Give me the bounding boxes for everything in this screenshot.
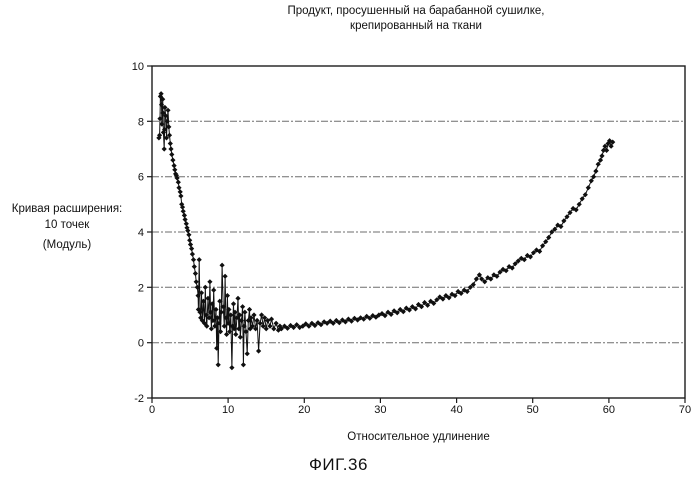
data-markers <box>156 91 616 371</box>
y-tick-label: 0 <box>138 338 144 350</box>
x-tick-label: 30 <box>374 404 386 416</box>
y-tick-label: -2 <box>134 393 144 405</box>
x-axis-ticks: 0 10 20 30 40 50 60 70 <box>149 398 691 416</box>
y-axis-label-line3: (Модуль) <box>42 239 92 251</box>
y-axis-label: Кривая расширения: 10 точек (Модуль) <box>0 201 134 253</box>
x-tick-label: 70 <box>679 404 691 416</box>
x-tick-label: 60 <box>603 404 615 416</box>
chart-title: Продукт, просушенный на барабанной сушил… <box>133 4 699 34</box>
x-axis-label: Относительное удлинение <box>347 431 490 443</box>
data-line <box>158 93 614 368</box>
y-axis-ticks: 10 8 6 4 2 0 -2 <box>132 61 152 405</box>
x-tick-label: 40 <box>450 404 462 416</box>
y-tick-label: 2 <box>138 282 144 294</box>
y-tick-label: 6 <box>138 172 144 184</box>
y-tick-label: 4 <box>138 227 144 239</box>
y-tick-label: 10 <box>132 61 144 73</box>
gridlines <box>152 120 685 344</box>
y-tick-label: 8 <box>138 116 144 128</box>
y-axis-label-line1: Кривая расширения: <box>11 203 123 215</box>
figure-caption: ФИГ.36 <box>309 455 368 474</box>
chart-title-line2: крепированный на ткани <box>350 20 482 32</box>
chart-title-line1: Продукт, просушенный на барабанной сушил… <box>287 5 545 17</box>
x-tick-label: 0 <box>149 404 155 416</box>
x-tick-label: 10 <box>222 404 234 416</box>
x-tick-label: 50 <box>527 404 539 416</box>
x-tick-label: 20 <box>298 404 310 416</box>
y-axis-label-line2: 10 точек <box>44 219 90 231</box>
